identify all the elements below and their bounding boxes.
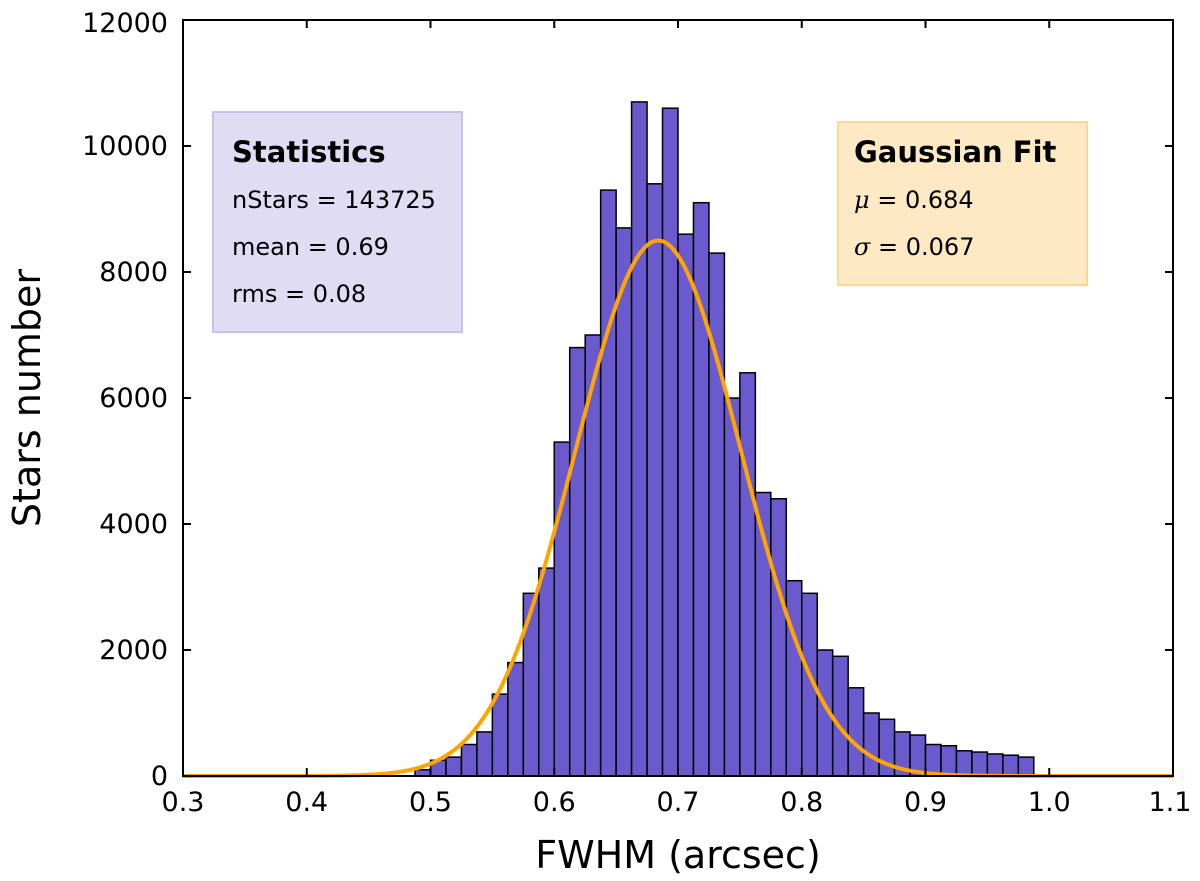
gaussian-fit-sigma: σ = 0.067 (854, 233, 974, 261)
sigma-symbol: σ (854, 233, 871, 261)
x-tick-labels: 0.3 0.4 0.5 0.6 0.7 0.8 0.9 1.0 1.1 (162, 787, 1192, 818)
histogram-bar (646, 183, 664, 777)
x-axis-title: FWHM (arcsec) (535, 833, 821, 877)
axis-ticks (182, 19, 1174, 777)
y-tick-label: 6000 (99, 383, 168, 414)
histogram-bar (971, 751, 989, 777)
histogram-bar (739, 372, 757, 777)
gaussian-fit-box: Gaussian Fit μ = 0.684 σ = 0.067 (837, 121, 1088, 286)
y-tick-label: 0 (151, 761, 168, 792)
mu-symbol: μ (854, 186, 870, 214)
histogram-bar (785, 579, 803, 777)
statistics-box: Statistics nStars = 143725 mean = 0.69 r… (212, 111, 463, 333)
statistics-rms: rms = 0.08 (232, 280, 366, 308)
histogram-bar (507, 661, 525, 777)
histogram-bar (491, 693, 509, 777)
histogram-bar (476, 731, 494, 777)
histogram-bar (924, 743, 942, 777)
y-axis-title: Stars number (5, 269, 49, 527)
x-tick-label: 0.3 (162, 787, 205, 818)
histogram-bar (677, 233, 695, 777)
gaussian-fit-box-background (837, 121, 1088, 286)
x-tick-label: 1.1 (1149, 787, 1192, 818)
histogram-bar (460, 743, 478, 777)
histogram-bar (847, 687, 865, 777)
histogram-bar (770, 498, 788, 777)
histogram-bars (414, 101, 1035, 777)
y-tick-label: 8000 (99, 257, 168, 288)
y-tick-labels: 0 2000 4000 6000 8000 10000 12000 (82, 8, 168, 792)
mu-value: = 0.684 (870, 186, 974, 214)
x-tick-label: 0.4 (285, 787, 328, 818)
y-tick-label: 12000 (82, 8, 168, 39)
sigma-value: = 0.067 (870, 233, 974, 261)
histogram-bar (831, 655, 849, 777)
histogram-bar (955, 750, 973, 777)
gaussian-fit-mu: μ = 0.684 (854, 186, 974, 214)
histogram-bar (1017, 756, 1035, 777)
histogram-bar (568, 346, 586, 777)
x-tick-label: 0.8 (780, 787, 823, 818)
histogram-bar (940, 745, 958, 777)
statistics-mean: mean = 0.69 (232, 233, 389, 261)
histogram-bar (723, 397, 741, 777)
histogram-bar (615, 227, 633, 777)
histogram-bar (445, 756, 463, 777)
histogram-bar (599, 189, 617, 777)
histogram-bar (862, 712, 880, 777)
y-tick-label: 4000 (99, 509, 168, 540)
y-tick-label: 2000 (99, 635, 168, 666)
x-tick-label: 1.0 (1028, 787, 1071, 818)
x-tick-label: 0.9 (904, 787, 947, 818)
y-tick-label: 10000 (82, 131, 168, 162)
gaussian-fit-title: Gaussian Fit (854, 135, 1057, 169)
x-tick-label: 0.5 (409, 787, 452, 818)
histogram-bar (553, 441, 571, 777)
x-tick-label: 0.7 (657, 787, 700, 818)
histogram-bar (538, 567, 555, 777)
histogram-bar (661, 107, 679, 777)
statistics-box-background (212, 111, 463, 333)
histogram-bar (630, 101, 648, 777)
histogram-bar (1002, 754, 1020, 777)
x-tick-label: 0.6 (533, 787, 576, 818)
histogram-bar (986, 753, 1004, 777)
statistics-title: Statistics (232, 135, 386, 169)
statistics-nstars: nStars = 143725 (232, 186, 436, 214)
histogram-bar (708, 252, 726, 777)
